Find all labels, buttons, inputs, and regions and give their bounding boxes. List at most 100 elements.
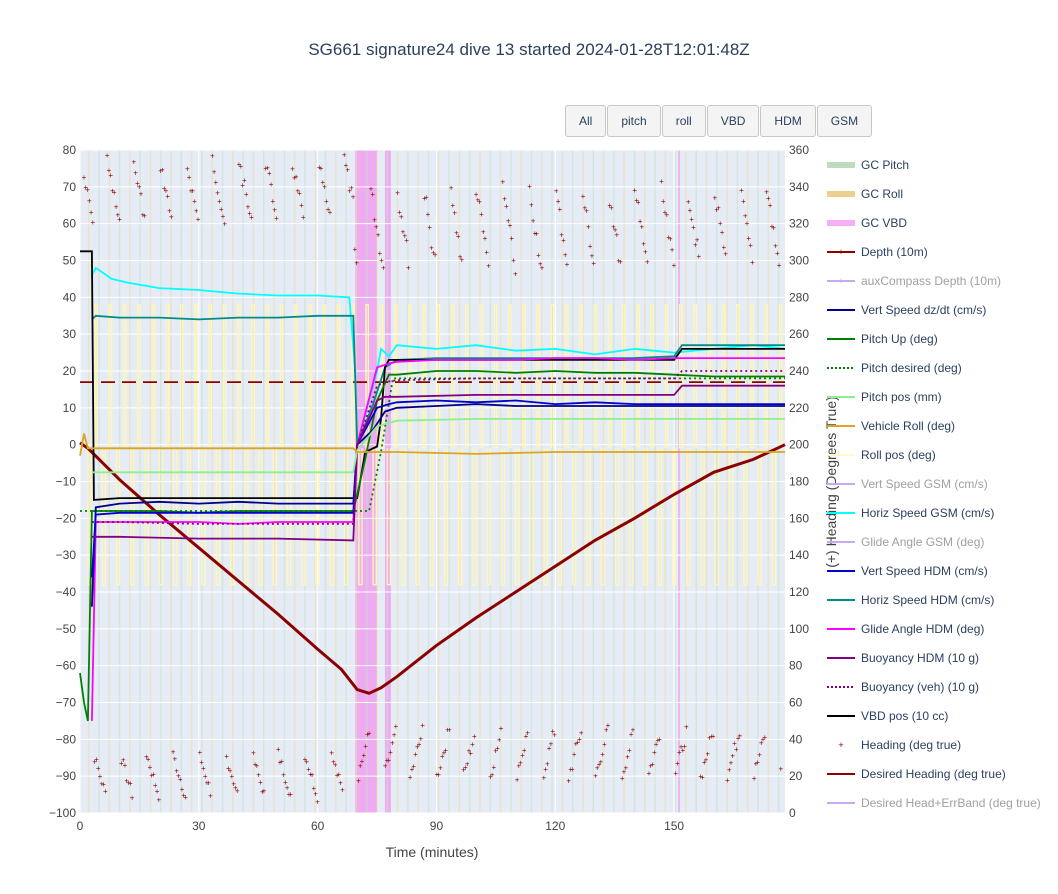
heading-marker: + bbox=[550, 727, 555, 736]
heading-marker: + bbox=[342, 151, 347, 160]
heading-marker: + bbox=[185, 165, 190, 174]
heading-marker: + bbox=[702, 758, 707, 767]
y-tick-label: 80 bbox=[63, 143, 77, 157]
roll-button[interactable]: roll bbox=[661, 105, 706, 137]
heading-marker: + bbox=[96, 764, 101, 773]
heading-marker: + bbox=[385, 756, 390, 765]
heading-marker: + bbox=[438, 764, 443, 773]
legend-swatch: + bbox=[838, 740, 843, 750]
y2-tick-label: 180 bbox=[789, 475, 809, 489]
heading-marker: + bbox=[773, 241, 778, 250]
heading-marker: + bbox=[89, 208, 94, 217]
y-tick-label: −10 bbox=[56, 475, 77, 489]
heading-marker: + bbox=[582, 204, 587, 213]
heading-marker: + bbox=[153, 781, 158, 790]
legend-item[interactable]: Glide Angle GSM (deg) bbox=[827, 535, 984, 549]
hdm-button[interactable]: HDM bbox=[760, 105, 816, 137]
legend-item[interactable]: GC Pitch bbox=[827, 158, 909, 172]
heading-marker: + bbox=[484, 248, 489, 257]
series-glide-angle-hdm-deg bbox=[91, 357, 785, 721]
legend-item[interactable]: Glide Angle HDM (deg) bbox=[827, 622, 984, 636]
legend-item[interactable]: Buoyancy HDM (10 g) bbox=[827, 651, 979, 665]
legend-item[interactable]: Roll pos (deg) bbox=[827, 448, 936, 462]
legend-item[interactable]: Vehicle Roll (deg) bbox=[827, 419, 955, 433]
legend-item[interactable]: GC VBD bbox=[827, 216, 907, 230]
heading-marker: + bbox=[162, 184, 167, 193]
legend-item[interactable]: Pitch desired (deg) bbox=[827, 361, 962, 375]
legend-item[interactable]: Vert Speed GSM (cm/s) bbox=[827, 477, 988, 491]
heading-marker: + bbox=[474, 190, 479, 199]
heading-marker: + bbox=[732, 739, 737, 748]
heading-marker: + bbox=[442, 748, 447, 757]
heading-marker: + bbox=[411, 762, 416, 771]
heading-marker: + bbox=[700, 773, 705, 782]
heading-marker: + bbox=[443, 746, 448, 755]
heading-marker: + bbox=[140, 211, 145, 220]
heading-marker: + bbox=[313, 790, 318, 799]
heading-marker: + bbox=[148, 763, 153, 772]
heading-marker: + bbox=[641, 240, 646, 249]
heading-marker: + bbox=[648, 762, 653, 771]
heading-marker: + bbox=[304, 758, 309, 767]
heading-marker: + bbox=[741, 197, 746, 206]
heading-marker: + bbox=[436, 771, 441, 780]
heading-marker: + bbox=[686, 197, 691, 206]
legend-item[interactable]: Horiz Speed GSM (cm/s) bbox=[827, 506, 994, 520]
heading-marker: + bbox=[331, 758, 336, 767]
legend-item[interactable]: Horiz Speed HDM (cm/s) bbox=[827, 593, 994, 607]
heading-marker: + bbox=[424, 193, 429, 202]
heading-marker: + bbox=[219, 205, 224, 214]
all-button[interactable]: All bbox=[565, 105, 607, 137]
legend-item[interactable]: + Heading (deg true) bbox=[838, 738, 961, 752]
legend-item[interactable]: Pitch Up (deg) bbox=[827, 332, 938, 346]
legend-item[interactable]: + Depth (10m) bbox=[827, 245, 928, 259]
heading-marker: + bbox=[413, 750, 418, 759]
legend-item[interactable]: VBD pos (10 cc) bbox=[827, 709, 948, 723]
heading-marker: + bbox=[228, 767, 233, 776]
legend-item[interactable]: Buoyancy (veh) (10 g) bbox=[827, 680, 979, 694]
heading-marker: + bbox=[187, 173, 192, 182]
series-vehicle-roll-deg bbox=[79, 433, 785, 456]
vbd-button[interactable]: VBD bbox=[706, 105, 760, 137]
y-tick-label: 30 bbox=[63, 327, 77, 341]
legend-item[interactable]: Pitch pos (mm) bbox=[827, 390, 942, 404]
legend-item[interactable]: Desired Head+ErrBand (deg true) bbox=[827, 796, 1041, 810]
y2-tick-label: 300 bbox=[789, 254, 809, 268]
heading-marker: + bbox=[290, 165, 295, 174]
heading-marker: + bbox=[524, 732, 529, 741]
legend-item[interactable]: + auxCompass Depth (10m) bbox=[827, 274, 1001, 288]
heading-marker: + bbox=[401, 227, 406, 236]
y-tick-label: 50 bbox=[63, 254, 77, 268]
heading-marker: + bbox=[402, 231, 407, 240]
x-axis-title: Time (minutes) bbox=[386, 844, 479, 860]
legend-label: Pitch Up (deg) bbox=[861, 332, 938, 346]
x-tick-label: 0 bbox=[77, 819, 84, 833]
pitch-button[interactable]: pitch bbox=[607, 105, 661, 137]
heading-marker: + bbox=[271, 197, 276, 206]
heading-marker: + bbox=[173, 755, 178, 764]
heading-marker: + bbox=[351, 192, 356, 201]
heading-marker: + bbox=[552, 731, 557, 740]
y2-tick-label: 140 bbox=[789, 548, 809, 562]
heading-marker: + bbox=[509, 234, 514, 243]
legend-item[interactable]: Vert Speed dz/dt (cm/s) bbox=[827, 303, 986, 317]
heading-marker: + bbox=[178, 775, 183, 784]
legend-label: Pitch desired (deg) bbox=[861, 361, 962, 375]
heading-marker: + bbox=[336, 770, 341, 779]
y2-tick-label: 220 bbox=[789, 401, 809, 415]
heading-marker: + bbox=[226, 764, 231, 773]
heading-marker: + bbox=[222, 219, 227, 228]
series-buoyancy-veh-10-g bbox=[91, 370, 785, 525]
legend-item[interactable]: Desired Heading (deg true) bbox=[827, 767, 1006, 781]
legend-item[interactable]: Vert Speed HDM (cm/s) bbox=[827, 564, 988, 578]
gsm-button[interactable]: GSM bbox=[816, 105, 873, 137]
heading-marker: + bbox=[137, 182, 142, 191]
y-axis-ticks: −100−90−80−70−60−50−40−30−20−10010203040… bbox=[49, 143, 76, 820]
heading-marker: + bbox=[666, 233, 671, 242]
heading-marker: + bbox=[440, 752, 445, 761]
heading-marker: + bbox=[627, 746, 632, 755]
heading-marker: + bbox=[91, 218, 96, 227]
heading-marker: + bbox=[132, 157, 137, 166]
legend-item[interactable]: GC Roll bbox=[827, 187, 903, 201]
heading-marker: + bbox=[497, 736, 502, 745]
